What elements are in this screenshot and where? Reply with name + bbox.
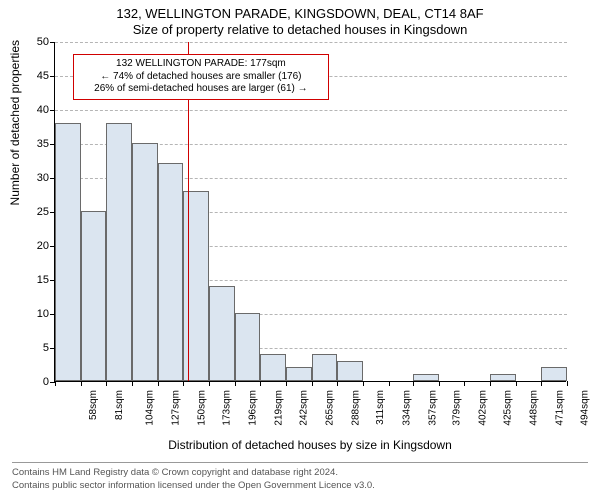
histogram-bar — [413, 374, 439, 381]
xtick-mark — [312, 381, 313, 386]
footer-line2: Contains public sector information licen… — [12, 480, 588, 492]
histogram-bar — [337, 361, 363, 381]
xtick-label: 127sqm — [171, 390, 182, 426]
plot-wrap: 0510152025303540455058sqm81sqm104sqm127s… — [54, 42, 586, 402]
attribution-footer: Contains HM Land Registry data © Crown c… — [12, 462, 588, 492]
histogram-bar — [312, 354, 338, 381]
annotation-line: 26% of semi-detached houses are larger (… — [79, 83, 323, 96]
xtick-mark — [541, 381, 542, 386]
annotation-line: 132 WELLINGTON PARADE: 177sqm — [79, 58, 323, 71]
xtick-mark — [235, 381, 236, 386]
ytick-label: 30 — [9, 172, 49, 184]
x-axis-label: Distribution of detached houses by size … — [54, 438, 566, 452]
xtick-label: 448sqm — [529, 390, 540, 426]
xtick-mark — [464, 381, 465, 386]
chart-title-line1: 132, WELLINGTON PARADE, KINGSDOWN, DEAL,… — [0, 6, 600, 21]
histogram-bar — [209, 286, 235, 381]
xtick-label: 104sqm — [145, 390, 156, 426]
xtick-label: 81sqm — [114, 390, 125, 420]
footer-line1: Contains HM Land Registry data © Crown c… — [12, 467, 588, 479]
ytick-mark — [50, 42, 55, 43]
histogram-bar — [158, 163, 184, 381]
xtick-label: 311sqm — [375, 390, 386, 425]
xtick-label: 196sqm — [248, 390, 259, 426]
xtick-label: 425sqm — [503, 390, 514, 426]
plot-area: 0510152025303540455058sqm81sqm104sqm127s… — [54, 42, 566, 382]
gridline-h — [55, 42, 567, 43]
ytick-label: 0 — [9, 376, 49, 388]
ytick-label: 15 — [9, 274, 49, 286]
ytick-label: 10 — [9, 308, 49, 320]
xtick-label: 471sqm — [554, 390, 565, 426]
xtick-mark — [413, 381, 414, 386]
xtick-mark — [106, 381, 107, 386]
annotation-line: ← 74% of detached houses are smaller (17… — [79, 71, 323, 84]
gridline-h — [55, 110, 567, 111]
xtick-mark — [260, 381, 261, 386]
xtick-label: 219sqm — [273, 390, 284, 426]
histogram-bar — [81, 211, 107, 381]
xtick-mark — [516, 381, 517, 386]
chart-title-line2: Size of property relative to detached ho… — [0, 22, 600, 37]
ytick-label: 40 — [9, 104, 49, 116]
histogram-bar — [132, 143, 158, 381]
xtick-mark — [81, 381, 82, 386]
ytick-label: 50 — [9, 36, 49, 48]
histogram-bar — [235, 313, 261, 381]
xtick-mark — [132, 381, 133, 386]
histogram-bar — [260, 354, 286, 381]
histogram-bar — [490, 374, 516, 381]
xtick-label: 494sqm — [580, 390, 591, 426]
histogram-bar — [55, 123, 81, 381]
xtick-mark — [567, 381, 568, 386]
xtick-label: 150sqm — [196, 390, 207, 426]
chart-root: 132, WELLINGTON PARADE, KINGSDOWN, DEAL,… — [0, 0, 600, 500]
ytick-label: 20 — [9, 240, 49, 252]
xtick-mark — [158, 381, 159, 386]
xtick-mark — [389, 381, 390, 386]
xtick-mark — [439, 381, 440, 386]
xtick-label: 242sqm — [299, 390, 310, 426]
xtick-label: 265sqm — [324, 390, 335, 426]
ytick-mark — [50, 76, 55, 77]
xtick-label: 402sqm — [477, 390, 488, 426]
xtick-label: 334sqm — [401, 390, 412, 426]
xtick-mark — [286, 381, 287, 386]
xtick-label: 58sqm — [88, 390, 99, 420]
annotation-box: 132 WELLINGTON PARADE: 177sqm← 74% of de… — [73, 54, 329, 100]
xtick-mark — [363, 381, 364, 386]
ytick-label: 35 — [9, 138, 49, 150]
xtick-mark — [209, 381, 210, 386]
ytick-label: 5 — [9, 342, 49, 354]
xtick-label: 173sqm — [222, 390, 233, 426]
xtick-mark — [183, 381, 184, 386]
xtick-mark — [55, 381, 56, 386]
histogram-bar — [106, 123, 132, 381]
histogram-bar — [286, 367, 312, 381]
xtick-mark — [490, 381, 491, 386]
xtick-label: 288sqm — [350, 390, 361, 426]
xtick-label: 379sqm — [452, 390, 463, 426]
xtick-mark — [337, 381, 338, 386]
xtick-label: 357sqm — [427, 390, 438, 426]
histogram-bar — [541, 367, 567, 381]
ytick-label: 25 — [9, 206, 49, 218]
ytick-mark — [50, 110, 55, 111]
ytick-label: 45 — [9, 70, 49, 82]
